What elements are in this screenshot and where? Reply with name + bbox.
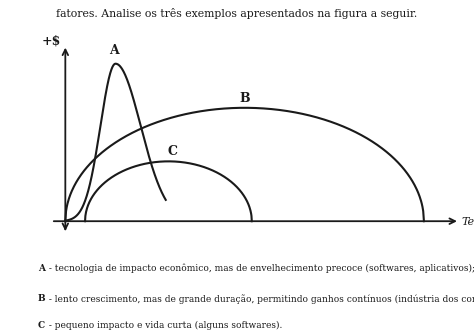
Text: B: B — [239, 92, 250, 105]
Text: - lento crescimento, mas de grande duração, permitindo ganhos contínuos (indústr: - lento crescimento, mas de grande duraç… — [46, 294, 474, 304]
Text: - tecnologia de impacto econômico, mas de envelhecimento precoce (softwares, apl: - tecnologia de impacto econômico, mas d… — [46, 264, 474, 273]
Text: Tempo: Tempo — [462, 217, 474, 227]
Text: +$: +$ — [41, 35, 61, 48]
Text: A: A — [38, 264, 45, 273]
Text: B: B — [38, 294, 46, 303]
Text: fatores. Analise os três exemplos apresentados na figura a seguir.: fatores. Analise os três exemplos aprese… — [56, 8, 418, 19]
Text: C: C — [167, 145, 177, 158]
Text: A: A — [109, 44, 118, 57]
Text: - pequeno impacto e vida curta (alguns softwares).: - pequeno impacto e vida curta (alguns s… — [46, 321, 283, 330]
Text: C: C — [38, 321, 45, 330]
